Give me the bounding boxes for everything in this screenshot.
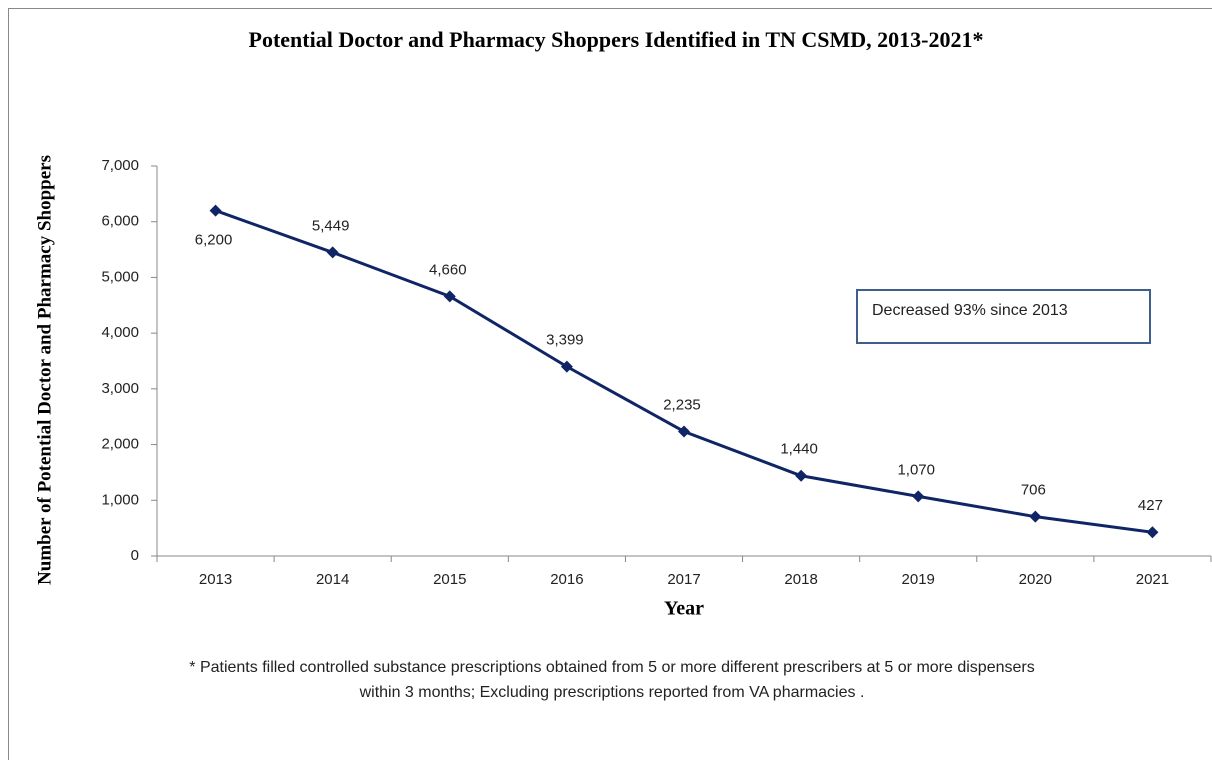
x-axis-label: Year [664, 598, 704, 620]
data-label: 1,440 [780, 441, 818, 458]
data-label: 3,399 [546, 332, 584, 349]
line [215, 209, 1153, 534]
marker [1146, 526, 1159, 539]
data-label: 6,200 [195, 232, 233, 249]
x-tick-label: 2021 [1136, 571, 1169, 588]
annotation: Decreased 93% since 2013 [872, 302, 1068, 319]
y-tick-label: 2,000 [101, 436, 139, 453]
marker [209, 204, 222, 217]
y-tick-label: 6,000 [101, 213, 139, 230]
x-tick-label: 2013 [199, 571, 232, 588]
y-tick-label: 4,000 [101, 324, 139, 341]
marker [912, 490, 925, 503]
y-axis-label: Number of Potential Doctor and Pharmacy … [34, 155, 55, 585]
marker [443, 290, 456, 303]
x-tick-label: 2020 [1019, 571, 1052, 588]
marker [1029, 510, 1042, 523]
y-tick-label: 3,000 [101, 380, 139, 397]
annotation-box [856, 289, 1151, 344]
x-tick-label: 2018 [784, 571, 817, 588]
data-label: 5,449 [312, 217, 350, 234]
frame [8, 8, 1212, 760]
data-label: 2,235 [663, 396, 701, 413]
marker [795, 469, 808, 482]
x-tick-label: 2019 [902, 571, 935, 588]
data-label: 1,070 [897, 461, 935, 478]
footnote: within 3 months; Excluding prescriptions… [359, 684, 865, 701]
footnote: * Patients filled controlled substance p… [189, 659, 1034, 676]
chart-title: Potential Doctor and Pharmacy Shoppers I… [249, 27, 984, 52]
y-tick-label: 0 [131, 547, 139, 564]
x-tick-label: 2017 [667, 571, 700, 588]
data-label: 4,660 [429, 261, 467, 278]
x-tick-label: 2015 [433, 571, 466, 588]
y-tick-label: 7,000 [101, 157, 139, 174]
y-tick-label: 5,000 [101, 268, 139, 285]
marker [678, 425, 690, 438]
marker [326, 246, 339, 259]
x-tick-label: 2016 [550, 571, 583, 588]
y-tick-label: 1,000 [101, 491, 139, 508]
x-tick-label: 2014 [316, 571, 349, 588]
data-label: 706 [1021, 482, 1046, 499]
data-label: 427 [1138, 497, 1163, 514]
marker [560, 360, 573, 373]
